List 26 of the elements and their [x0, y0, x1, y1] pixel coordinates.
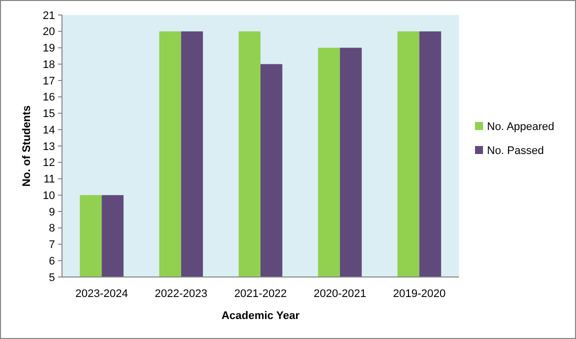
y-tick-label: 6: [48, 255, 55, 268]
y-tick-label: 5: [48, 272, 55, 284]
y-tick-label: 18: [42, 58, 55, 71]
y-tick-label: 19: [42, 42, 55, 55]
y-tick-label: 10: [42, 190, 55, 202]
y-tick-label: 15: [42, 108, 55, 120]
y-tick-label: 9: [48, 206, 55, 218]
y-tick-label: 12: [42, 157, 55, 170]
y-tick-label: 8: [48, 222, 55, 235]
x-tick-label: 2021-2022: [234, 288, 287, 300]
x-axis-title: Academic Year: [221, 310, 300, 322]
y-tick-label: 7: [48, 239, 55, 252]
y-tick-label: 14: [42, 124, 55, 136]
x-tick-label: 2020-2021: [314, 288, 366, 300]
x-tick-label: 2019-2020: [392, 288, 446, 300]
y-tick-label: 20: [42, 26, 55, 38]
x-tick-label: 2023-2024: [75, 288, 128, 300]
x-tick-label: 2022-2023: [154, 288, 208, 300]
y-tick-label: 11: [44, 174, 55, 186]
y-tick-label: 21: [42, 10, 55, 22]
y-axis-title: No. of Students: [21, 105, 33, 187]
legend-label: No. Appeared: [487, 120, 554, 133]
y-tick-label: 17: [42, 75, 55, 88]
legend-label: No. Passed: [487, 144, 544, 157]
y-tick-label: 13: [42, 140, 55, 153]
y-tick-label: 16: [42, 92, 55, 104]
